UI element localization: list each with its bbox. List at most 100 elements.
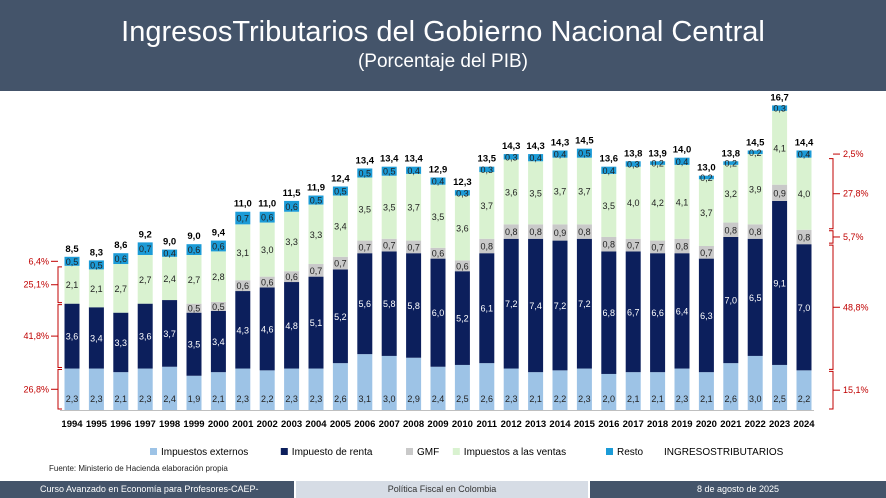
data-label: 7,2 [554, 301, 567, 311]
data-label: 2,2 [554, 394, 567, 404]
legend-label: Impuestos externos [161, 447, 248, 458]
bar-segment [357, 240, 373, 254]
bar-segment [137, 303, 153, 369]
data-label: 5,1 [310, 318, 323, 328]
total-label: 13,9 [648, 148, 667, 159]
share-1994-label: 26,8% [23, 384, 49, 394]
bar-segment [64, 303, 80, 369]
bar-segment [528, 238, 544, 373]
bar-segment [454, 190, 470, 196]
x-tick-label: 2008 [403, 419, 424, 430]
total-label: 13,5 [478, 154, 497, 165]
data-label: 3,4 [334, 222, 347, 232]
total-label: 13,0 [697, 163, 716, 174]
data-label: 5,2 [456, 314, 469, 324]
bar-segment [552, 240, 568, 371]
x-tick-label: 2005 [330, 419, 352, 430]
bar-segment [381, 175, 397, 239]
total-label: 11,0 [234, 199, 252, 210]
bar-segment [503, 159, 519, 225]
total-label: 14,3 [526, 141, 545, 152]
bar-segment [503, 224, 519, 239]
bar-segment [772, 105, 788, 111]
total-label: 13,8 [722, 148, 741, 159]
bar-segment [601, 166, 617, 174]
data-label: 0,3 [627, 159, 640, 169]
bar-segment [137, 368, 153, 410]
bar-segment [772, 200, 788, 365]
data-label: 2,7 [139, 275, 152, 285]
total-label: 13,8 [624, 148, 643, 159]
bar-segment [625, 251, 641, 373]
bar-segment [406, 173, 422, 241]
data-label: 0,6 [261, 278, 274, 288]
data-label: 3,6 [139, 332, 152, 342]
data-label: 2,6 [334, 394, 347, 404]
bar-segment [772, 364, 788, 410]
bar-segment [576, 224, 592, 239]
bar-segment [503, 238, 519, 369]
data-label: 0,5 [90, 260, 103, 270]
share-bracket [829, 158, 834, 230]
data-label: 0,7 [407, 242, 420, 252]
bar-segment [528, 224, 544, 239]
x-tick-label: 2019 [671, 419, 692, 430]
share-2024-label: 15,1% [843, 385, 869, 395]
x-tick-label: 2016 [598, 419, 619, 430]
data-label: 3,7 [578, 187, 591, 197]
data-label: 0,2 [700, 173, 713, 183]
data-label: 0,8 [798, 232, 811, 242]
bar-segment [308, 204, 324, 265]
bar-segment [454, 260, 470, 272]
data-label: 0,7 [700, 248, 713, 258]
data-label: 2,0 [603, 394, 616, 404]
data-label: 3,7 [481, 201, 494, 211]
share-bracket [829, 230, 834, 244]
data-label: 0,7 [139, 244, 152, 254]
bar-segment [308, 195, 324, 205]
bar-segment [406, 240, 422, 254]
data-label: 0,2 [725, 159, 738, 169]
data-label: 5,8 [407, 301, 420, 311]
total-label: 11,0 [258, 199, 276, 210]
bar-segment [625, 166, 641, 239]
bar-segment [332, 186, 348, 196]
bar-segment [406, 253, 422, 358]
data-label: 4,2 [651, 198, 664, 208]
bar-segment [772, 184, 788, 201]
x-tick-label: 2003 [281, 419, 302, 430]
x-tick-label: 2011 [476, 419, 497, 430]
data-label: 0,4 [676, 157, 689, 167]
data-label: 3,2 [725, 189, 738, 199]
data-label: 5,6 [359, 299, 372, 309]
data-label: 3,7 [700, 208, 713, 218]
data-label: 0,8 [578, 227, 591, 237]
bar-segment [430, 184, 446, 248]
bar-segment [381, 355, 397, 410]
data-label: 2,3 [139, 394, 152, 404]
bar-segment [430, 258, 446, 367]
share-bracket [57, 304, 62, 369]
bar-segment [235, 368, 251, 410]
data-label: 2,7 [188, 275, 201, 285]
bar-segment [284, 211, 300, 272]
bar-segment [259, 211, 275, 223]
data-label: 5,8 [383, 299, 396, 309]
data-label: 0,5 [188, 304, 201, 314]
total-label: 14,3 [551, 137, 570, 148]
total-label: 12,4 [331, 174, 350, 185]
bar-segment [88, 368, 104, 410]
bar-segment [332, 195, 348, 257]
bar-segment [747, 150, 763, 155]
x-tick-label: 2004 [305, 419, 327, 430]
data-label: 6,6 [651, 308, 664, 318]
bar-segment [357, 168, 373, 178]
total-label: 8,3 [90, 247, 103, 258]
bar-segment [772, 110, 788, 185]
data-label: 0,4 [603, 166, 616, 176]
bar-segment [430, 177, 446, 185]
data-label: 0,2 [651, 159, 664, 169]
bar-segment [650, 253, 666, 373]
bar-segment [454, 271, 470, 365]
legend-swatch [150, 448, 157, 455]
